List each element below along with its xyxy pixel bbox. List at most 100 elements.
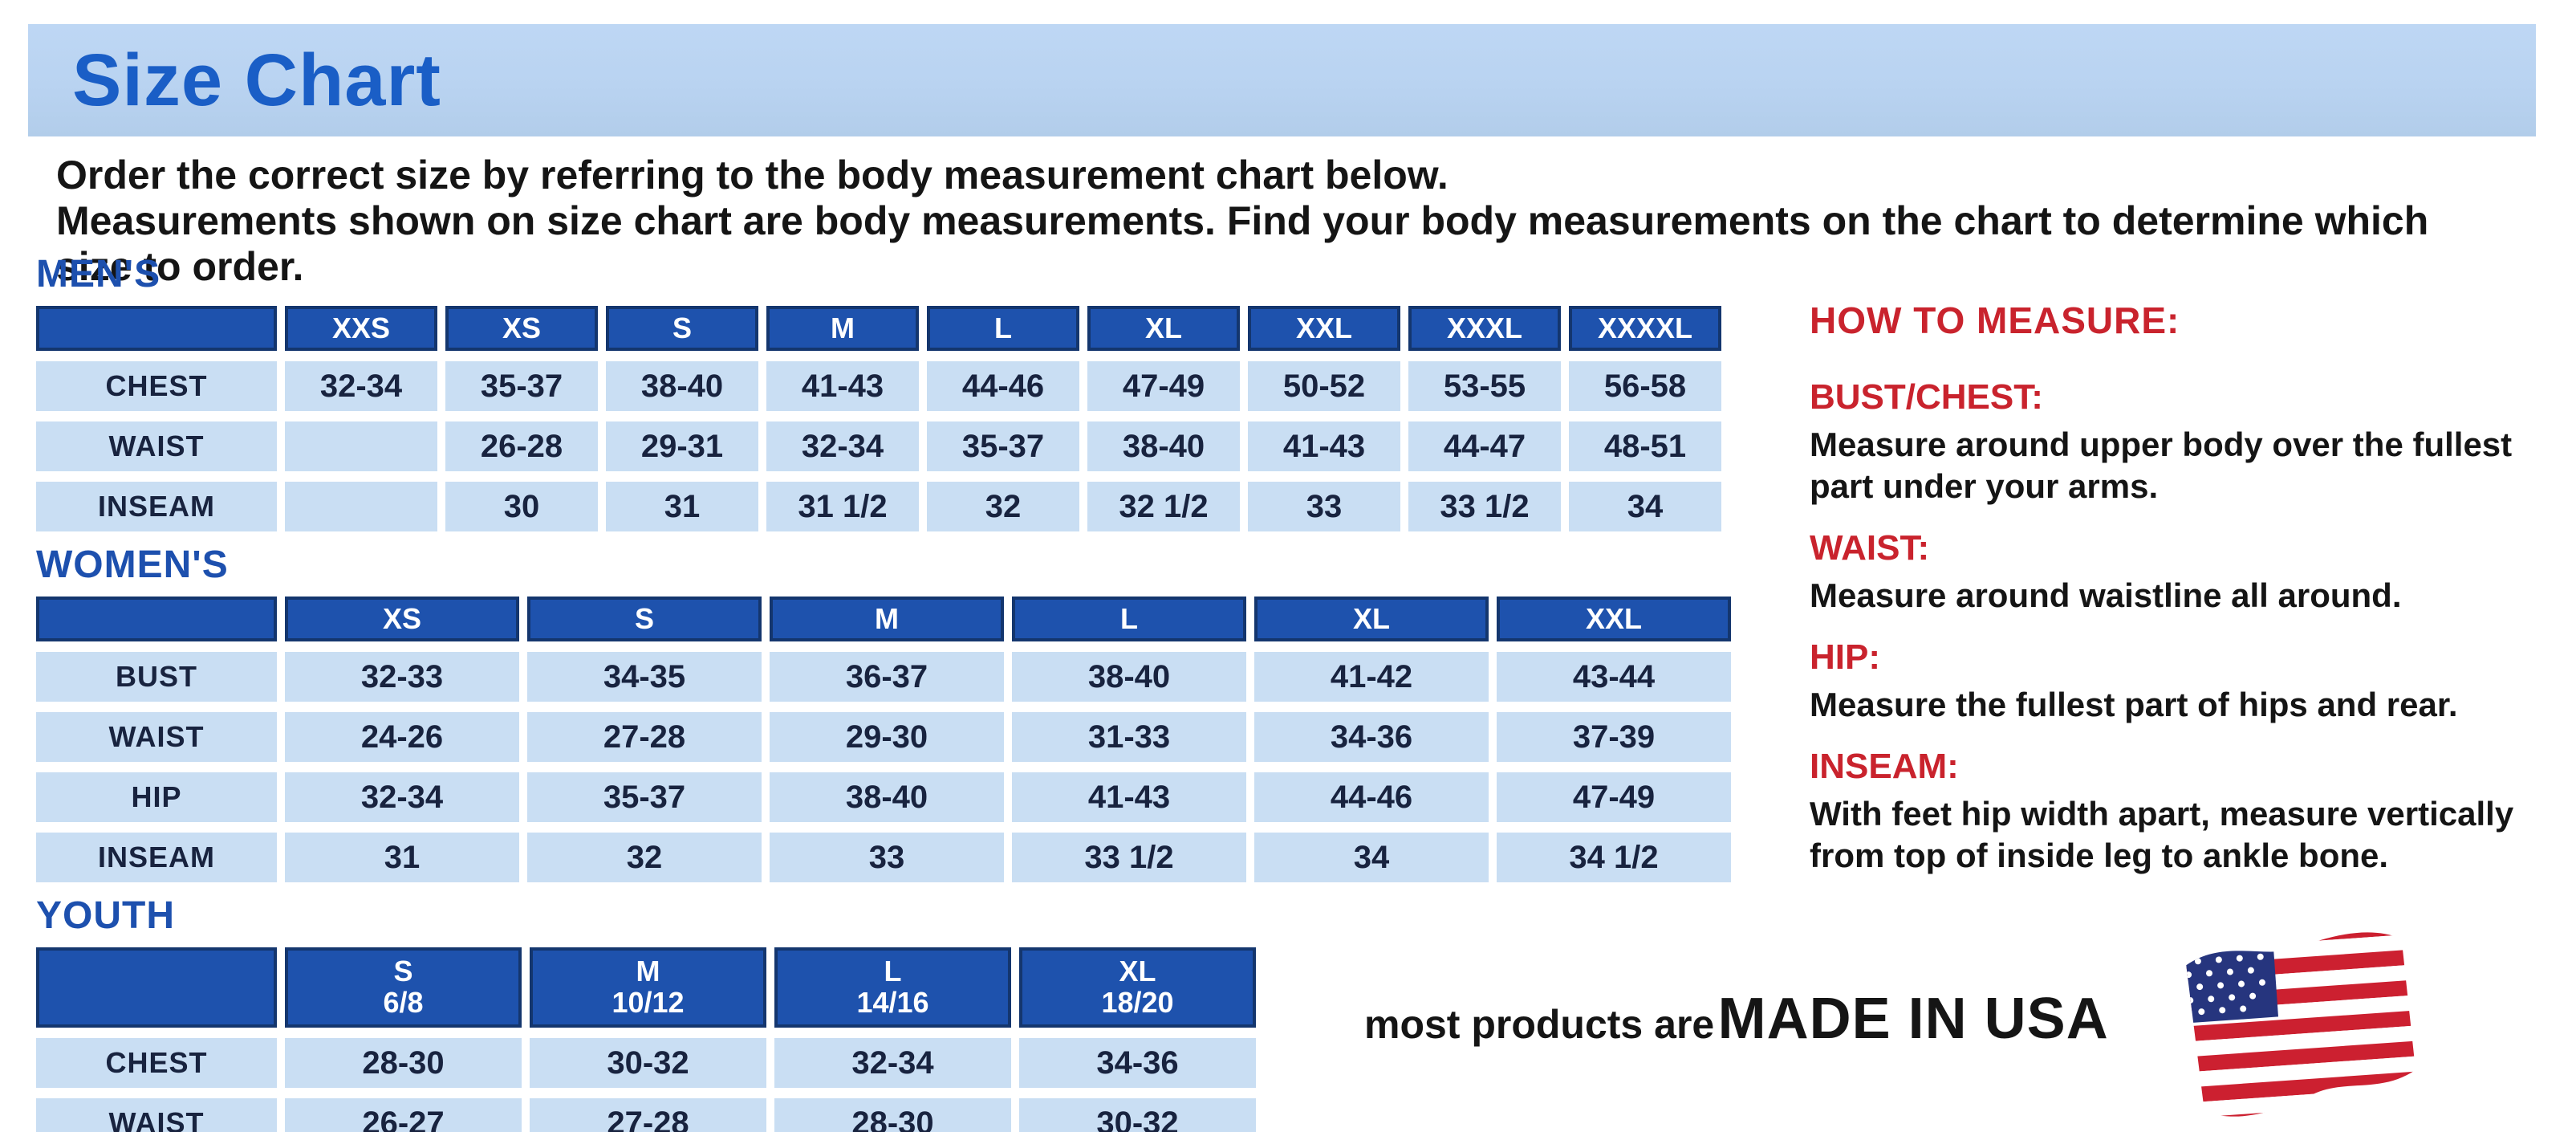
column-header-label: L — [884, 955, 902, 988]
column-header-l: L 14/16 — [774, 947, 1011, 1028]
size-value-cell: 37-39 — [1497, 712, 1731, 762]
section-heading-mens: MEN'S — [36, 253, 161, 295]
table-corner-cell — [36, 947, 277, 1028]
column-header-xxs: XXS — [285, 306, 437, 351]
row-label-waist: WAIST — [36, 712, 277, 762]
size-value-cell: 44-46 — [1254, 772, 1489, 822]
row-label-inseam: INSEAM — [36, 833, 277, 882]
column-header-s: S — [606, 306, 758, 351]
size-value-cell: 41-43 — [1248, 421, 1400, 471]
made-in-usa-prefix: most products are — [1364, 1002, 1715, 1047]
how-to-measure-panel: HOW TO MEASURE: BUST/CHEST: Measure aroun… — [1810, 299, 2548, 877]
column-header-xl: XL 18/20 — [1019, 947, 1256, 1028]
row-label-waist: WAIST — [36, 421, 277, 471]
tables-column: MEN'S XXS XS S M L XL XXL XXXL XXXXL CHEST 32-34 35… — [36, 241, 1731, 1132]
size-value-cell: 32-34 — [285, 772, 519, 822]
size-value-cell: 38-40 — [770, 772, 1004, 822]
column-header-label: M — [875, 601, 899, 635]
size-value-cell: 35-37 — [527, 772, 762, 822]
youth-size-table: S 6/8 M 10/12 L 14/16 XL 18/20 CHEST 28-30 30-32 32… — [36, 947, 1731, 1132]
column-header-xxl: XXL — [1497, 597, 1731, 641]
size-value-cell: 28-30 — [774, 1098, 1011, 1132]
how-to-measure-list: BUST/CHEST: Measure around upper body ove… — [1810, 377, 2548, 877]
column-header-label: XXL — [1295, 311, 1352, 344]
size-value-cell: 43-44 — [1497, 652, 1731, 702]
column-header-label: XXS — [331, 311, 391, 344]
size-value-cell: 30 — [445, 482, 598, 531]
womens-size-table: XS S M L XL XXL BUST 32-33 34-35 36-37 38-40 41-42 4… — [36, 597, 1731, 882]
size-value-cell: 33 1/2 — [1408, 482, 1561, 531]
column-header-sublabel: 6/8 — [383, 986, 424, 1019]
row-label-bust: BUST — [36, 652, 277, 702]
column-header-xl: XL — [1254, 597, 1489, 641]
size-value-cell: 28-30 — [285, 1038, 522, 1088]
made-in-usa-emphasis: MADE IN USA — [1717, 987, 2109, 1051]
column-header-sublabel: 14/16 — [856, 986, 929, 1019]
page-title: Size Chart — [72, 39, 441, 121]
column-header-label: L — [1120, 601, 1138, 635]
section-heading-womens: WOMEN'S — [36, 544, 229, 586]
column-header-xs: XS — [445, 306, 598, 351]
size-value-cell: 24-26 — [285, 712, 519, 762]
column-header-m: M — [766, 306, 919, 351]
column-header-label: M — [636, 955, 660, 988]
size-value-cell: 27-28 — [527, 712, 762, 762]
column-header-l: L — [1012, 597, 1246, 641]
row-label-chest: CHEST — [36, 1038, 277, 1088]
mens-size-table: XXS XS S M L XL XXL XXXL XXXXL CHEST 32-34 35-37 38-… — [36, 306, 1731, 531]
made-in-usa-text: most products are MADE IN USA — [1364, 986, 2109, 1052]
measure-description: Measure the fullest part of hips and rea… — [1810, 686, 2458, 723]
size-value-cell: 48-51 — [1569, 421, 1721, 471]
size-value-cell: 44-46 — [927, 361, 1079, 411]
size-value-cell: 26-28 — [445, 421, 598, 471]
row-label-waist: WAIST — [36, 1098, 277, 1132]
size-value-cell: 34 — [1254, 833, 1489, 882]
size-value-cell: 31 1/2 — [766, 482, 919, 531]
column-header-xxxl: XXXL — [1408, 306, 1561, 351]
column-header-xxxxl: XXXXL — [1569, 306, 1721, 351]
size-value-cell: 38-40 — [1087, 421, 1240, 471]
column-header-label: XS — [382, 601, 422, 635]
column-header-label: XXL — [1585, 601, 1642, 635]
measure-term-hip: HIP: — [1810, 637, 1880, 677]
size-value-cell: 38-40 — [606, 361, 758, 411]
column-header-sublabel: 10/12 — [611, 986, 685, 1019]
page-banner: Size Chart — [28, 24, 2536, 136]
size-value-cell: 35-37 — [927, 421, 1079, 471]
measure-term-bust-chest: BUST/CHEST: — [1810, 377, 2043, 417]
size-value-cell: 34 — [1569, 482, 1721, 531]
column-header-label: XL — [1119, 955, 1156, 988]
column-header-m: M 10/12 — [530, 947, 766, 1028]
section-heading-youth: YOUTH — [36, 894, 175, 937]
column-header-label: XL — [1144, 311, 1182, 344]
size-value-cell: 41-43 — [766, 361, 919, 411]
column-header-label: XS — [502, 311, 542, 344]
size-value-cell: 32-34 — [285, 361, 437, 411]
size-value-cell: 30-32 — [1019, 1098, 1256, 1132]
size-value-cell: 36-37 — [770, 652, 1004, 702]
size-value-cell: 31 — [606, 482, 758, 531]
size-value-cell: 53-55 — [1408, 361, 1561, 411]
size-value-cell: 33 — [1248, 482, 1400, 531]
table-corner-cell — [36, 597, 277, 641]
column-header-sublabel: 18/20 — [1101, 986, 1174, 1019]
size-value-cell — [285, 421, 437, 471]
how-to-measure-heading: HOW TO MEASURE: — [1810, 299, 2180, 341]
column-header-label: S — [393, 955, 413, 988]
row-label-inseam: INSEAM — [36, 482, 277, 531]
column-header-label: L — [994, 311, 1012, 344]
column-header-s: S — [527, 597, 762, 641]
column-header-label: XXXXL — [1597, 311, 1693, 344]
size-value-cell: 34 1/2 — [1497, 833, 1731, 882]
column-header-s: S 6/8 — [285, 947, 522, 1028]
size-value-cell: 47-49 — [1497, 772, 1731, 822]
size-value-cell: 41-43 — [1012, 772, 1246, 822]
size-value-cell: 32 — [527, 833, 762, 882]
size-value-cell: 26-27 — [285, 1098, 522, 1132]
size-value-cell: 47-49 — [1087, 361, 1240, 411]
column-header-label: S — [634, 601, 654, 635]
size-value-cell: 29-30 — [770, 712, 1004, 762]
size-value-cell: 32-34 — [766, 421, 919, 471]
size-value-cell: 56-58 — [1569, 361, 1721, 411]
